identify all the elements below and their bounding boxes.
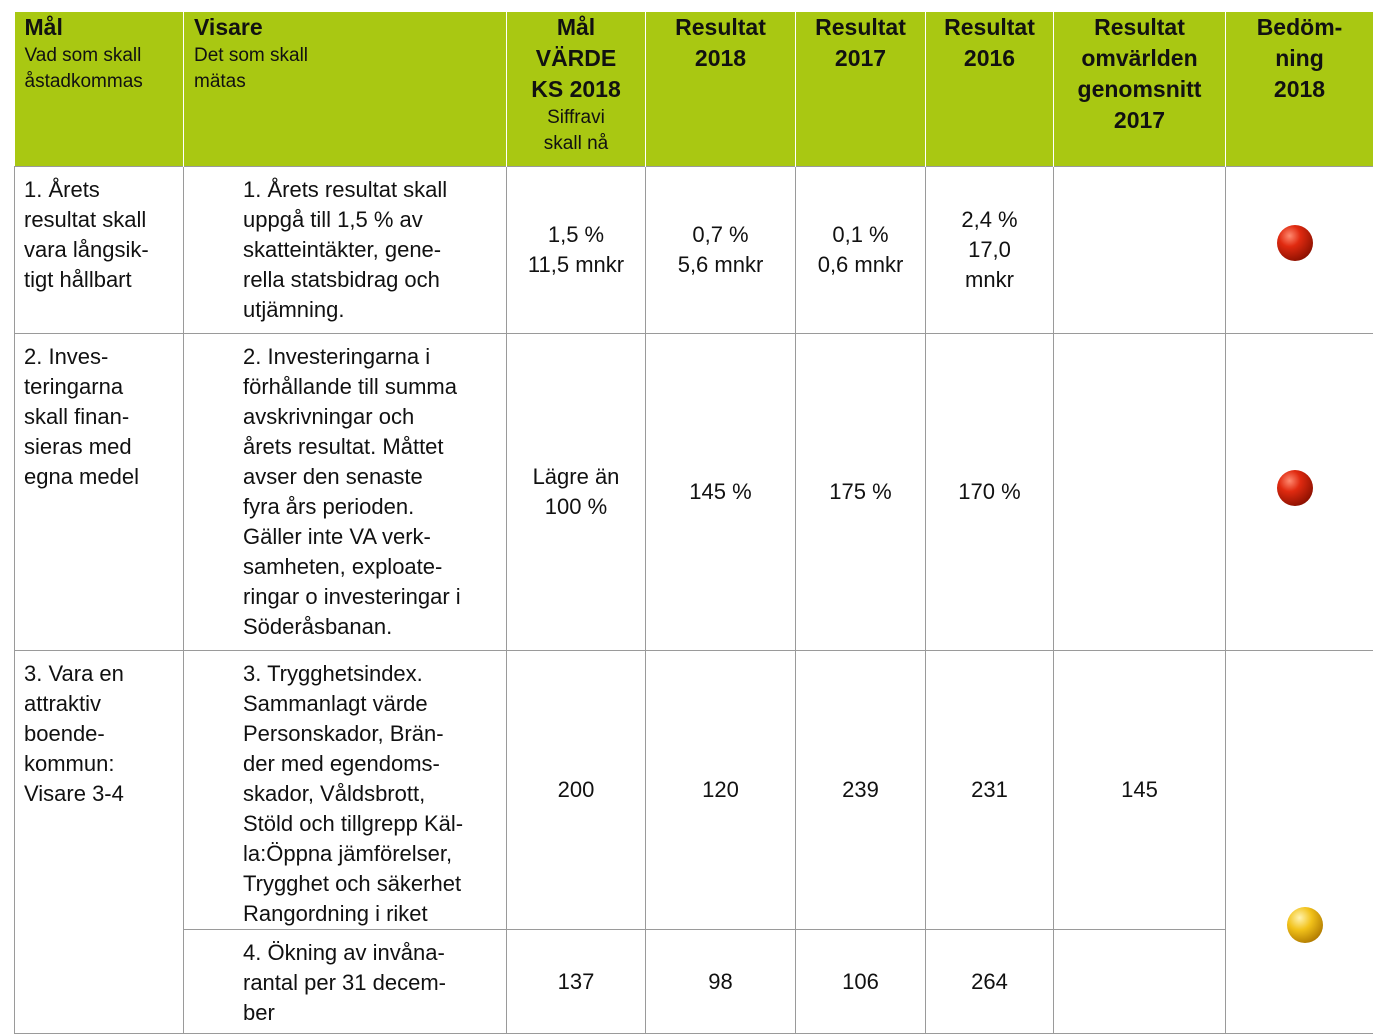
- status-dot: [1277, 225, 1313, 261]
- status-dot: [1287, 907, 1323, 943]
- status-dot: [1277, 470, 1313, 506]
